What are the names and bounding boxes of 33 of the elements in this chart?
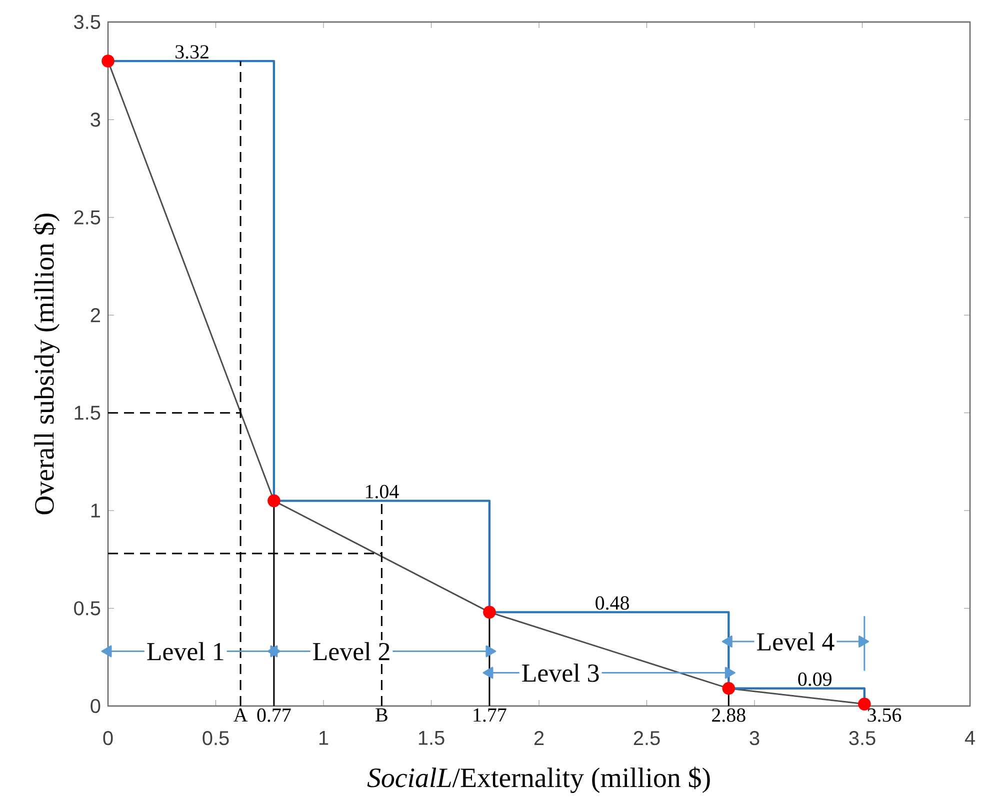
x-tick-label: 4 xyxy=(964,731,975,745)
annotation: A xyxy=(234,708,248,722)
annotation: 2.88 xyxy=(712,708,746,722)
annotation: 1.77 xyxy=(474,708,506,722)
x-tick-label: 2 xyxy=(534,731,544,746)
y-tick-label: 0.5 xyxy=(74,601,100,616)
annotation: Level 4 xyxy=(757,632,834,651)
annotation: 0.48 xyxy=(596,596,629,610)
annotation: 3.32 xyxy=(176,45,208,59)
annotation: 1.04 xyxy=(366,485,399,499)
y-tick-label: 2.5 xyxy=(74,210,100,225)
annotation: Level 2 xyxy=(313,642,390,661)
x-tick-label: 3 xyxy=(750,731,760,746)
x-tick-label: 1.5 xyxy=(418,731,444,746)
y-tick-label: 1.5 xyxy=(74,406,100,420)
x-tick-label: 0.5 xyxy=(202,731,229,746)
annotation: Level 1 xyxy=(147,642,224,661)
x-tick-label: 3.5 xyxy=(849,731,876,746)
annotation: B xyxy=(376,708,388,722)
x-tick-label: 2.5 xyxy=(634,731,660,746)
y-tick-label: 0 xyxy=(90,699,100,714)
y-tick-label: 3.5 xyxy=(74,15,100,30)
x-tick-label: 1 xyxy=(320,731,328,745)
y-tick-label: 1 xyxy=(91,504,100,518)
annotation: 0.09 xyxy=(798,672,832,686)
x-tick-label: 0 xyxy=(103,731,113,746)
annotation: Level 3 xyxy=(522,664,599,682)
y-tick-label: 3 xyxy=(90,112,100,127)
annotation: 3.56 xyxy=(868,708,902,722)
x-axis-title: SocialL/Externality (million $) xyxy=(367,766,710,794)
y-tick-label: 2 xyxy=(90,308,100,322)
y-axis-title: Overall subsidy (million $) xyxy=(33,214,60,514)
annotation: 0.77 xyxy=(257,708,291,722)
